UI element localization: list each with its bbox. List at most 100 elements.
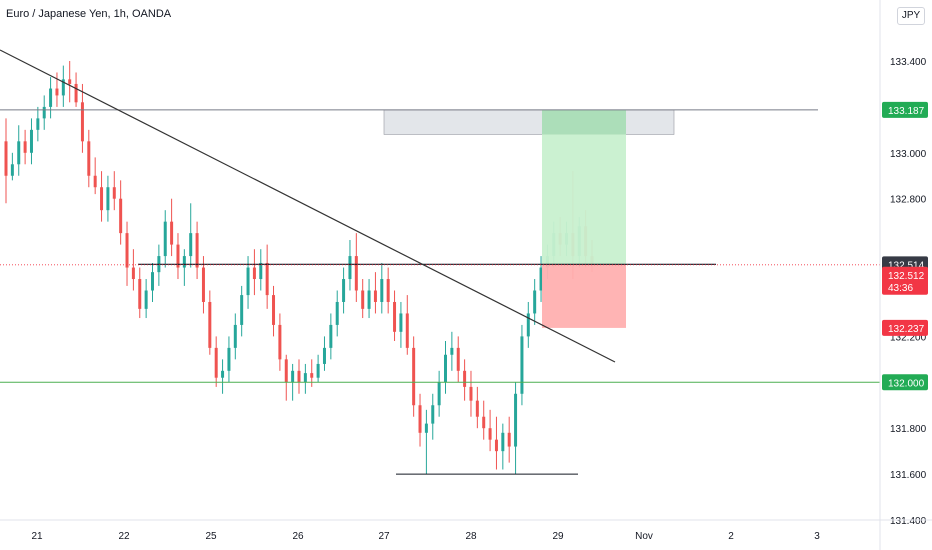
candle-body <box>61 79 65 96</box>
candle-body <box>106 187 110 211</box>
candle-body <box>131 267 135 280</box>
support-price-tag-text: 132.000 <box>888 378 925 389</box>
candle-body <box>100 187 104 211</box>
time-tick-label: 27 <box>378 531 390 542</box>
candle-body <box>399 313 403 332</box>
time-tick-label: 29 <box>552 531 564 542</box>
candle-body <box>87 141 91 176</box>
resistance-zone[interactable] <box>383 109 675 135</box>
candle-body <box>501 432 505 452</box>
time-tick-label: 25 <box>205 531 217 542</box>
candle-body <box>526 313 530 337</box>
stop-price-tag[interactable] <box>882 319 928 336</box>
candle-body <box>36 118 40 130</box>
candle-body <box>424 423 428 433</box>
candle-body <box>74 83 78 103</box>
price-axis[interactable]: 131.400131.600131.800132.200132.400132.8… <box>879 0 928 550</box>
candle-body <box>373 290 377 302</box>
candle-body <box>214 347 218 378</box>
support-price-tag[interactable] <box>882 374 928 391</box>
target-price-tag[interactable] <box>882 101 928 118</box>
candle-body <box>221 370 225 378</box>
candle-body <box>303 373 307 383</box>
candle-body <box>119 198 123 234</box>
time-tick-label: Nov <box>635 531 653 542</box>
long-stop-zone[interactable] <box>542 264 626 328</box>
time-tick-label: 2 <box>728 531 734 542</box>
time-tick-label: 28 <box>465 531 477 542</box>
current-price-tag[interactable] <box>882 266 928 295</box>
candle-body <box>29 129 33 153</box>
candle-body <box>151 272 154 291</box>
candle-body <box>412 347 416 406</box>
candle-body <box>463 370 467 387</box>
last-price-tag-text: 132.514 <box>888 260 925 271</box>
candle-body <box>17 141 21 165</box>
candle-body <box>93 175 97 188</box>
candle-body <box>335 301 339 325</box>
candle-body <box>488 428 492 440</box>
candle-body <box>246 267 250 296</box>
time-tick-label: 22 <box>118 531 130 542</box>
stop-price-tag-text: 132.237 <box>888 324 925 335</box>
time-axis[interactable]: 21 22 25 26 27 28 29 Nov 2 3 <box>0 519 932 542</box>
candle-body <box>138 279 142 309</box>
candle-body <box>182 256 186 268</box>
price-tick-label: 132.800 <box>890 195 927 206</box>
candle-body <box>507 432 511 447</box>
candle-body <box>520 336 524 394</box>
candle-body <box>227 347 231 371</box>
candle-body <box>163 221 167 257</box>
candle-body <box>539 267 543 291</box>
price-tick-label: 133.000 <box>890 149 927 160</box>
candle-body <box>291 370 295 383</box>
candle-body <box>208 301 212 348</box>
candle-body <box>68 79 72 84</box>
candle-body <box>240 295 244 325</box>
candle-body <box>125 233 129 268</box>
candle-body <box>469 386 473 401</box>
price-tick-label: 133.400 <box>890 57 927 68</box>
price-tick-label: 131.400 <box>890 516 927 527</box>
candle-body <box>361 290 365 309</box>
candle-body <box>354 256 358 291</box>
currency-badge[interactable]: JPY <box>897 7 925 25</box>
target-price-tag-text: 133.187 <box>888 106 925 117</box>
candle-body <box>189 233 193 257</box>
candle-body <box>393 301 397 332</box>
time-tick-label: 26 <box>292 531 304 542</box>
candle-body <box>444 354 447 383</box>
candle-body <box>405 313 409 348</box>
candle-body <box>418 405 422 433</box>
candle-body <box>297 370 301 383</box>
candle-body <box>23 141 27 153</box>
price-tick-label: 132.200 <box>890 332 927 343</box>
candle-body <box>233 324 237 348</box>
candle-body <box>316 363 320 378</box>
candle-body <box>310 373 314 378</box>
current-price-text: 132.512 <box>888 271 925 282</box>
drawings[interactable] <box>0 49 880 475</box>
candle-body <box>49 88 53 107</box>
candle-body <box>431 405 435 424</box>
descending-trendline[interactable] <box>0 49 616 363</box>
candle-body <box>265 262 269 296</box>
countdown-text: 43:36 <box>888 283 913 294</box>
candle-body <box>4 141 8 176</box>
symbol-title[interactable]: Euro / Japanese Yen, 1h, OANDA <box>6 8 172 20</box>
candle-body <box>252 267 256 280</box>
candle-body <box>80 102 84 142</box>
candle-body <box>259 262 263 280</box>
candle-body <box>533 290 537 314</box>
candle-body <box>456 347 460 371</box>
candle-body <box>284 359 288 383</box>
long-target-zone[interactable] <box>542 109 626 265</box>
candle-body <box>195 233 199 268</box>
candle-body <box>201 267 205 302</box>
candle-body <box>55 88 59 96</box>
candle-body <box>42 106 46 119</box>
price-tick-label: 131.800 <box>890 424 927 435</box>
candle-body <box>450 347 454 355</box>
candle-body <box>10 164 14 176</box>
